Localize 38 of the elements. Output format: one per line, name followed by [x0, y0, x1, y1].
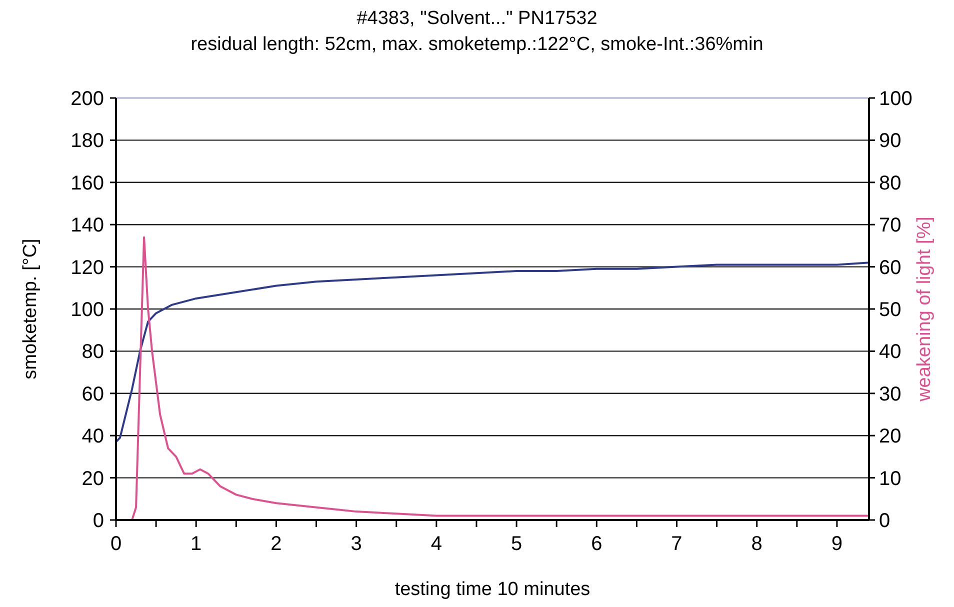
- y2-tick-label: 10: [879, 468, 902, 490]
- y-tick-label: 0: [92, 510, 104, 532]
- y2-tick-label: 70: [879, 214, 902, 237]
- x-axis-title: testing time 10 minutes: [394, 579, 590, 600]
- y2-tick-label: 80: [879, 172, 902, 194]
- y-tick-label: 140: [70, 214, 104, 237]
- y-tick-label: 60: [82, 383, 104, 406]
- x-tick-label: 0: [110, 533, 122, 555]
- chart-title: #4383, "Solvent..." PN17532: [356, 8, 598, 29]
- y-tick-label: 180: [70, 130, 104, 152]
- x-tick-label: 5: [510, 533, 522, 555]
- x-tick-label: 6: [591, 533, 602, 555]
- x-tick-label: 4: [430, 533, 442, 555]
- y2-tick-label: 20: [879, 426, 902, 448]
- y2-tick-label: 100: [879, 88, 912, 110]
- x-tick-label: 9: [831, 533, 843, 555]
- chart-subtitle: residual length: 52cm, max. smoketemp.:122°C, smoke-Int.:36%min: [190, 34, 764, 55]
- x-tick-label: 2: [270, 533, 282, 555]
- x-tick-label: 3: [350, 533, 362, 555]
- y-tick-label: 200: [70, 88, 104, 110]
- y-tick-label: 80: [82, 341, 104, 364]
- y2-tick-label: 50: [879, 299, 902, 321]
- y-tick-label: 40: [82, 426, 104, 448]
- y-tick-label: 120: [70, 256, 104, 279]
- y2-tick-label: 0: [879, 510, 890, 532]
- y2-tick-label: 40: [879, 341, 902, 364]
- y-tick-label: 160: [70, 172, 104, 194]
- y-tick-label: 20: [82, 468, 104, 490]
- y-axis-title: smoketemp. [°C]: [20, 238, 41, 380]
- y2-axis-title: weakening of light [%]: [914, 216, 935, 402]
- x-tick-label: 8: [751, 533, 762, 555]
- y-tick-label: 100: [70, 299, 104, 321]
- x-tick-label: 7: [671, 533, 682, 555]
- y2-tick-label: 30: [879, 383, 902, 406]
- x-tick-label: 1: [190, 533, 202, 555]
- line-series: [115, 262, 870, 443]
- y2-tick-label: 90: [879, 130, 902, 152]
- y2-tick-label: 60: [879, 256, 902, 279]
